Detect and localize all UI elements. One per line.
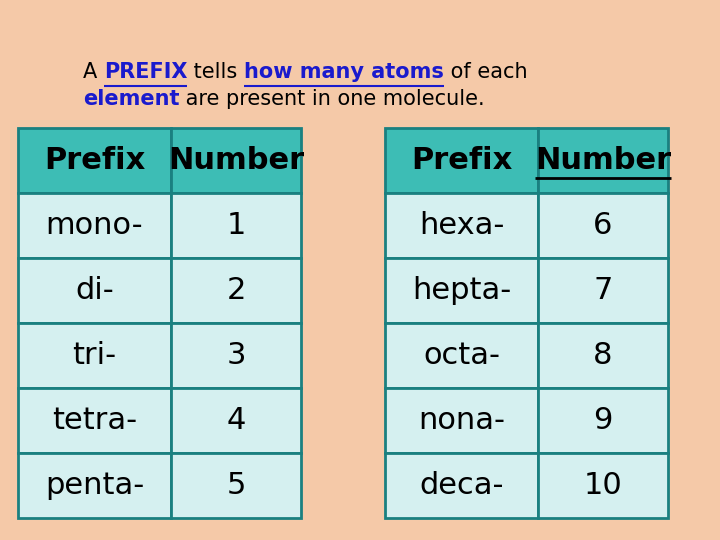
Text: tells: tells: [187, 62, 244, 82]
Bar: [18, 453, 171, 518]
Text: nona-: nona-: [418, 406, 505, 435]
Bar: [171, 258, 301, 323]
Bar: [538, 193, 668, 258]
Text: how many atoms: how many atoms: [244, 62, 444, 82]
Text: penta-: penta-: [45, 471, 144, 500]
Bar: [385, 388, 538, 453]
Bar: [18, 128, 171, 193]
Bar: [171, 193, 301, 258]
Text: 8: 8: [593, 341, 613, 370]
Text: hexa-: hexa-: [419, 211, 504, 240]
Text: di-: di-: [75, 276, 114, 305]
Bar: [18, 323, 171, 388]
Text: octa-: octa-: [423, 341, 500, 370]
Bar: [538, 258, 668, 323]
Bar: [538, 128, 668, 193]
Text: of each: of each: [444, 62, 528, 82]
Text: element: element: [83, 89, 179, 109]
Text: tetra-: tetra-: [52, 406, 137, 435]
Bar: [18, 258, 171, 323]
Bar: [385, 128, 538, 193]
Bar: [18, 388, 171, 453]
Text: 3: 3: [226, 341, 246, 370]
Text: A: A: [83, 62, 104, 82]
Text: 4: 4: [226, 406, 246, 435]
Text: 2: 2: [226, 276, 246, 305]
Text: PREFIX: PREFIX: [104, 62, 187, 82]
Bar: [171, 323, 301, 388]
Text: 6: 6: [593, 211, 613, 240]
Text: 1: 1: [226, 211, 246, 240]
Text: Number: Number: [168, 146, 304, 175]
Text: hepta-: hepta-: [412, 276, 511, 305]
Text: Prefix: Prefix: [411, 146, 512, 175]
Bar: [538, 453, 668, 518]
Bar: [171, 388, 301, 453]
Text: deca-: deca-: [419, 471, 504, 500]
Bar: [171, 453, 301, 518]
Text: Number: Number: [535, 146, 671, 175]
Bar: [171, 128, 301, 193]
Text: are present in one molecule.: are present in one molecule.: [179, 89, 485, 109]
Text: mono-: mono-: [45, 211, 143, 240]
Text: 7: 7: [593, 276, 613, 305]
Text: 10: 10: [584, 471, 622, 500]
Bar: [385, 453, 538, 518]
Text: tri-: tri-: [73, 341, 117, 370]
Text: Prefix: Prefix: [44, 146, 145, 175]
Bar: [538, 388, 668, 453]
Text: 9: 9: [593, 406, 613, 435]
Bar: [385, 258, 538, 323]
Bar: [385, 193, 538, 258]
Bar: [18, 193, 171, 258]
Text: 5: 5: [226, 471, 246, 500]
Bar: [538, 323, 668, 388]
Bar: [385, 323, 538, 388]
